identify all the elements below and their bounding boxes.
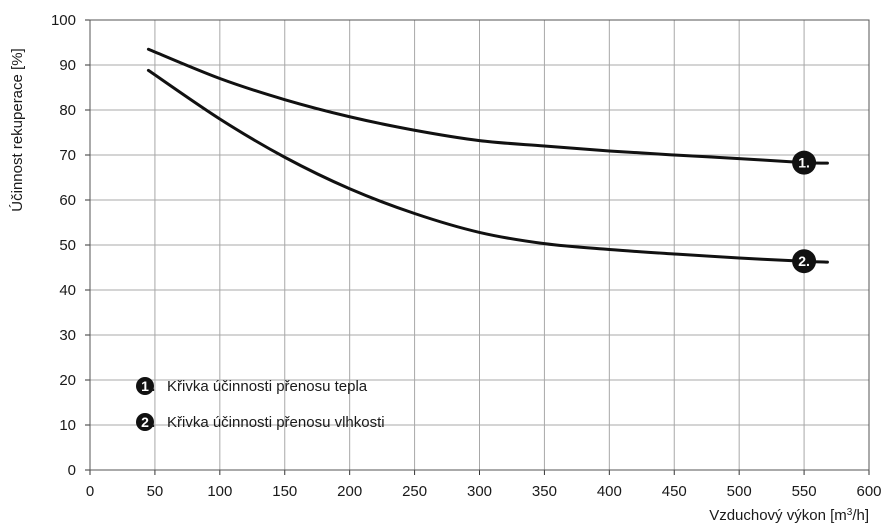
plot-frame: [89, 19, 870, 471]
series-line-2: [146, 68, 829, 264]
x-axis-title-superscript: 3: [847, 507, 853, 518]
x-tick-label: 0: [86, 483, 94, 500]
x-tick-label: 550: [792, 483, 817, 500]
tick-labels: 0 50 100 150 200 250 300 350 400 450 500 550 6000102…: [51, 12, 882, 500]
legend-label-2: Křivka účinnosti přenosu vlhkosti: [167, 414, 385, 431]
grid: [85, 19, 870, 475]
legend-badge-1: [136, 377, 154, 395]
x-axis-title-tail: /h]: [852, 507, 869, 524]
legend-badge-dot-1: .: [151, 378, 155, 395]
y-tick-label: 40: [59, 282, 76, 299]
x-axis-title-main: Vzduchový výkon [m: [709, 507, 847, 524]
x-tick-label: 350: [532, 483, 557, 500]
x-tick-label: 300: [467, 483, 492, 500]
x-axis-title: Vzduchový výkon [m3/h]: [709, 507, 869, 525]
x-tick-label: 250: [402, 483, 427, 500]
y-axis-title: Účinnost rekuperace [%]: [9, 48, 26, 211]
legend-label-1: Křivka účinnosti přenosu tepla: [167, 378, 368, 395]
x-tick-label: 150: [272, 483, 297, 500]
x-tick-label: 600: [856, 483, 881, 500]
legend-badge-2: [136, 413, 154, 431]
y-tick-label: 70: [59, 147, 76, 164]
legend-badge-dot-2: .: [151, 414, 155, 431]
y-tick-label: 90: [59, 57, 76, 74]
series-marker-label-2: 2.: [798, 253, 810, 269]
y-tick-label: 20: [59, 372, 76, 389]
series-marker-label-1: 1.: [798, 155, 810, 171]
series-lines: [146, 47, 829, 264]
x-tick-label: 400: [597, 483, 622, 500]
series-marker-badge-1: [792, 150, 817, 175]
x-tick-label: 450: [662, 483, 687, 500]
y-tick-label: 60: [59, 192, 76, 209]
y-tick-label: 10: [59, 417, 76, 434]
x-tick-label: 50: [147, 483, 164, 500]
y-tick-label: 0: [68, 462, 76, 479]
y-tick-label: 80: [59, 102, 76, 119]
y-tick-label: 100: [51, 12, 76, 29]
legend-badge-number-2: 2: [141, 414, 149, 430]
series-end-markers: 1. 2.: [792, 150, 817, 274]
x-tick-label: 200: [337, 483, 362, 500]
series-marker-badge-2: [792, 249, 817, 274]
x-tick-label: 500: [727, 483, 752, 500]
y-tick-label: 50: [59, 237, 76, 254]
legend: 1. Křivka účinnosti přenosu tepla 2. Křivka…: [136, 377, 385, 431]
x-tick-label: 100: [207, 483, 232, 500]
series-line-1: [146, 47, 829, 165]
legend-badge-number-1: 1: [141, 378, 149, 394]
y-tick-label: 30: [59, 327, 76, 344]
